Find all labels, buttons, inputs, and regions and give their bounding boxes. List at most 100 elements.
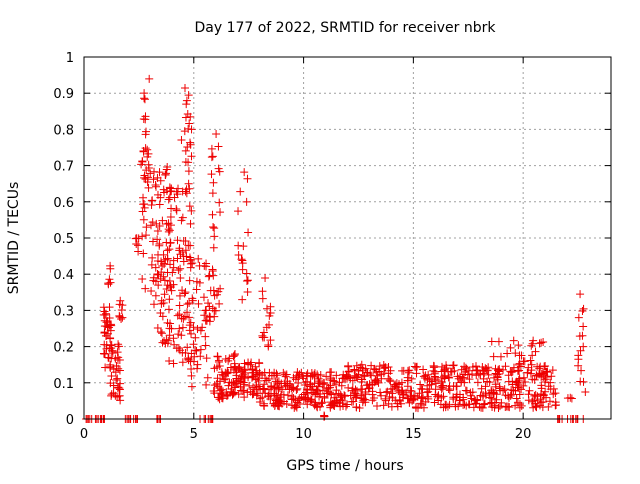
data-point	[417, 400, 426, 409]
x-tick-label: 5	[190, 427, 198, 442]
data-point	[438, 383, 447, 392]
data-point	[434, 391, 443, 400]
data-point	[410, 391, 419, 400]
data-point	[149, 273, 158, 282]
data-point	[515, 400, 524, 409]
data-point	[258, 294, 267, 303]
data-point	[190, 352, 199, 361]
data-point	[363, 381, 372, 390]
data-point	[515, 382, 524, 391]
data-point	[226, 387, 235, 396]
data-point	[515, 374, 524, 383]
data-point	[258, 287, 267, 296]
data-point	[176, 274, 185, 283]
data-point	[155, 200, 164, 209]
data-point	[472, 366, 481, 375]
data-point	[254, 376, 263, 385]
data-point	[416, 380, 425, 389]
data-point	[448, 361, 457, 370]
data-point	[406, 386, 415, 395]
data-point	[541, 361, 550, 370]
data-point	[196, 352, 205, 361]
data-point	[175, 324, 184, 333]
data-point	[102, 331, 111, 340]
data-point	[262, 304, 271, 313]
data-point	[303, 369, 312, 378]
data-point	[358, 366, 367, 375]
data-point	[239, 370, 248, 379]
data-point	[150, 300, 158, 309]
data-point	[240, 393, 249, 402]
data-point	[335, 378, 344, 387]
data-point	[287, 384, 296, 393]
data-point	[138, 207, 147, 216]
data-point	[202, 380, 211, 389]
data-point	[212, 130, 221, 139]
data-point	[494, 337, 503, 346]
data-point	[104, 280, 113, 289]
data-point	[581, 388, 590, 397]
data-point	[180, 289, 189, 298]
data-point	[183, 143, 192, 152]
data-point	[181, 288, 190, 297]
data-point	[314, 382, 323, 391]
data-point	[388, 384, 397, 393]
y-tick-label: 0.9	[53, 87, 74, 102]
data-point	[451, 402, 460, 411]
data-point	[240, 168, 249, 177]
data-point	[117, 314, 126, 323]
data-point	[167, 204, 176, 213]
y-tick-label: 0.4	[53, 268, 74, 283]
data-point	[351, 393, 360, 402]
data-point	[106, 363, 115, 372]
data-point	[105, 321, 114, 330]
data-point	[247, 373, 256, 382]
data-point	[453, 372, 462, 381]
data-point	[266, 389, 275, 398]
data-point	[105, 313, 114, 322]
data-point	[495, 384, 504, 393]
data-point	[361, 390, 370, 399]
data-point	[166, 184, 175, 193]
data-point	[244, 359, 253, 368]
data-point	[530, 391, 539, 400]
data-point	[191, 346, 200, 355]
data-point	[169, 263, 178, 272]
data-point	[541, 377, 550, 386]
data-point	[242, 277, 251, 286]
data-point	[138, 232, 147, 241]
data-point	[526, 356, 535, 365]
data-point	[238, 256, 247, 265]
data-point	[185, 276, 194, 285]
data-point	[302, 371, 311, 380]
data-point	[579, 377, 588, 386]
data-point	[283, 391, 292, 400]
data-point	[322, 389, 331, 398]
data-point	[209, 243, 218, 252]
data-point	[491, 398, 500, 407]
data-point	[186, 138, 195, 147]
data-point	[234, 241, 243, 250]
data-point	[107, 390, 116, 399]
data-point	[291, 402, 300, 411]
data-point	[549, 390, 558, 399]
data-point	[209, 286, 218, 295]
data-point	[542, 367, 551, 376]
data-point	[433, 376, 442, 385]
data-point	[181, 113, 190, 122]
data-point	[201, 341, 210, 350]
data-point	[172, 204, 181, 213]
data-point	[478, 403, 487, 412]
data-point	[165, 226, 174, 235]
data-point	[209, 387, 218, 396]
data-point	[371, 376, 380, 385]
data-point	[180, 312, 189, 321]
data-point	[387, 402, 396, 411]
data-point	[368, 387, 377, 396]
data-point	[166, 239, 175, 248]
data-point	[487, 337, 496, 346]
data-point	[172, 206, 181, 215]
data-point	[279, 368, 288, 377]
data-point	[147, 201, 156, 210]
data-point	[508, 380, 517, 389]
